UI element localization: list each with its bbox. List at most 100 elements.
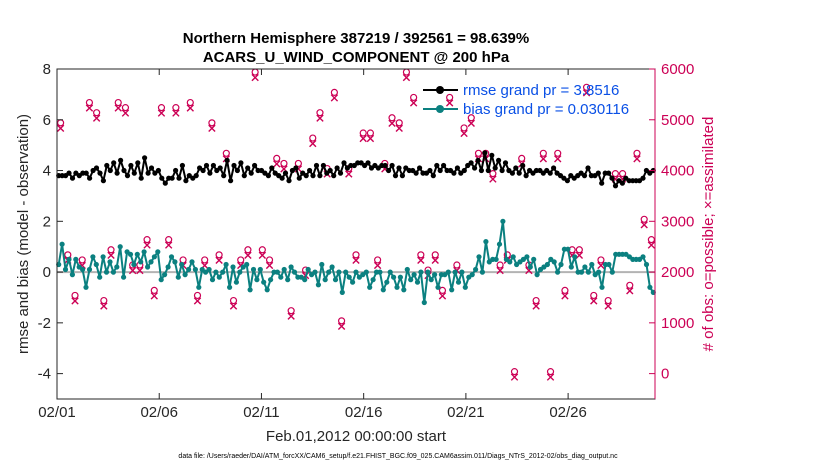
obs-assimilated-marker: [71, 297, 79, 305]
bias-point: [336, 269, 342, 275]
bias-point: [138, 259, 144, 265]
obs-possible-marker: [280, 159, 288, 168]
bias-point: [179, 261, 185, 268]
bias-point: [551, 259, 557, 265]
bias-point: [90, 254, 96, 260]
rmse-point: [296, 175, 302, 181]
bias-point: [206, 266, 212, 273]
obs-assimilated-marker: [438, 292, 447, 300]
bias-point: [244, 261, 250, 268]
bias-point: [452, 269, 458, 275]
rmse-point: [121, 167, 127, 174]
obs-assimilated-marker: [582, 89, 591, 97]
obs-assimilated-stroke: [467, 119, 475, 127]
obs-assimilated-marker: [273, 160, 281, 168]
bias-point: [425, 269, 431, 275]
obs-assimilated-stroke: [417, 256, 425, 265]
y-tick-label: 8: [43, 61, 51, 78]
obs-assimilated-stroke: [388, 119, 396, 127]
obs-possible-marker: [388, 114, 396, 122]
bias-point: [213, 269, 219, 275]
bias-point: [247, 287, 253, 293]
obs-assimilated-stroke: [460, 129, 468, 138]
obs-possible-marker: [186, 98, 194, 107]
bias-series-layer: [56, 218, 656, 306]
rmse-point: [100, 178, 106, 184]
legend-rmse-marker: [436, 86, 444, 94]
obs-assimilated-stroke: [395, 124, 403, 133]
obs-assimilated-marker: [316, 114, 324, 122]
legend: rmse grand pr = 3.8516 bias grand pr = 0…: [423, 82, 629, 118]
bias-point: [363, 269, 369, 275]
obs-assimilated-stroke: [590, 297, 598, 305]
bias-point: [257, 266, 263, 273]
y-right-tick-label: 0: [661, 366, 669, 383]
bias-point: [428, 277, 434, 283]
obs-possible-marker: [647, 236, 655, 244]
obs-possible-marker: [604, 296, 612, 305]
bias-point: [107, 259, 113, 265]
obs-possible-marker: [467, 114, 475, 122]
rmse-point: [97, 170, 103, 176]
rmse-point: [87, 175, 93, 181]
obs-assimilated-stroke: [71, 297, 79, 305]
rmse-point: [454, 165, 460, 171]
rmse-point: [142, 155, 148, 161]
bias-point: [384, 279, 390, 285]
x-tick-label: 02/16: [345, 404, 383, 421]
bias-point: [315, 282, 321, 288]
obs-assimilated-stroke: [128, 266, 137, 275]
obs-assimilated-marker: [215, 256, 223, 265]
obs-assimilated-marker: [330, 94, 339, 102]
obs-possible-marker: [265, 256, 274, 264]
rmse-point: [496, 157, 502, 163]
rmse-point: [169, 175, 175, 181]
obs-assimilated-marker: [92, 114, 101, 122]
rmse-point: [396, 165, 402, 171]
bias-point: [408, 277, 414, 283]
rmse-point: [413, 170, 419, 176]
bias-point: [261, 279, 267, 285]
obs-assimilated-marker: [647, 241, 656, 249]
rmse-point: [475, 157, 481, 163]
bias-point: [544, 261, 551, 268]
obs-assimilated-stroke: [561, 292, 569, 300]
bias-point: [449, 287, 455, 293]
rmse-point: [492, 165, 498, 171]
bias-point: [462, 284, 468, 290]
bias-point: [531, 256, 537, 262]
obs-possible-marker: [359, 129, 367, 137]
bias-point: [227, 284, 233, 290]
obs-assimilated-marker: [489, 175, 497, 183]
bias-point: [578, 269, 585, 275]
bias-point: [254, 277, 260, 283]
data-file-footer: data file: /Users/raeder/DAI/ATM_forcXX/…: [178, 453, 618, 460]
title-group: Northern Hemisphere 387219 / 392561 = 98…: [183, 30, 529, 66]
obs-assimilated-stroke: [604, 302, 612, 310]
bias-point: [186, 266, 192, 273]
obs-possible-marker: [474, 149, 483, 157]
y-axis-right-label: # of obs: o=possible; ×=assimilated: [700, 117, 717, 352]
obs-assimilated-stroke: [496, 266, 504, 275]
bias-point: [100, 254, 106, 260]
rmse-series-layer: [56, 150, 656, 189]
bias-point: [510, 254, 516, 260]
obs-assimilated-marker: [402, 73, 411, 82]
rmse-point: [145, 170, 151, 176]
obs-possible-marker: [309, 134, 317, 142]
rmse-point: [564, 178, 571, 184]
rmse-point: [162, 180, 168, 186]
bias-point: [353, 269, 359, 275]
bias-point: [121, 274, 127, 280]
obs-possible-marker: [71, 291, 79, 300]
rmse-point: [337, 170, 344, 176]
obs-assimilated-stroke: [287, 312, 295, 320]
obs-possible-marker: [446, 93, 454, 102]
bias-point: [459, 269, 465, 275]
obs-assimilated-stroke: [100, 302, 108, 310]
y-tick-label: 4: [43, 163, 51, 180]
obs-assimilated-marker: [157, 109, 166, 117]
obs-assimilated-stroke: [258, 251, 267, 259]
obs-assimilated-marker: [345, 170, 353, 178]
